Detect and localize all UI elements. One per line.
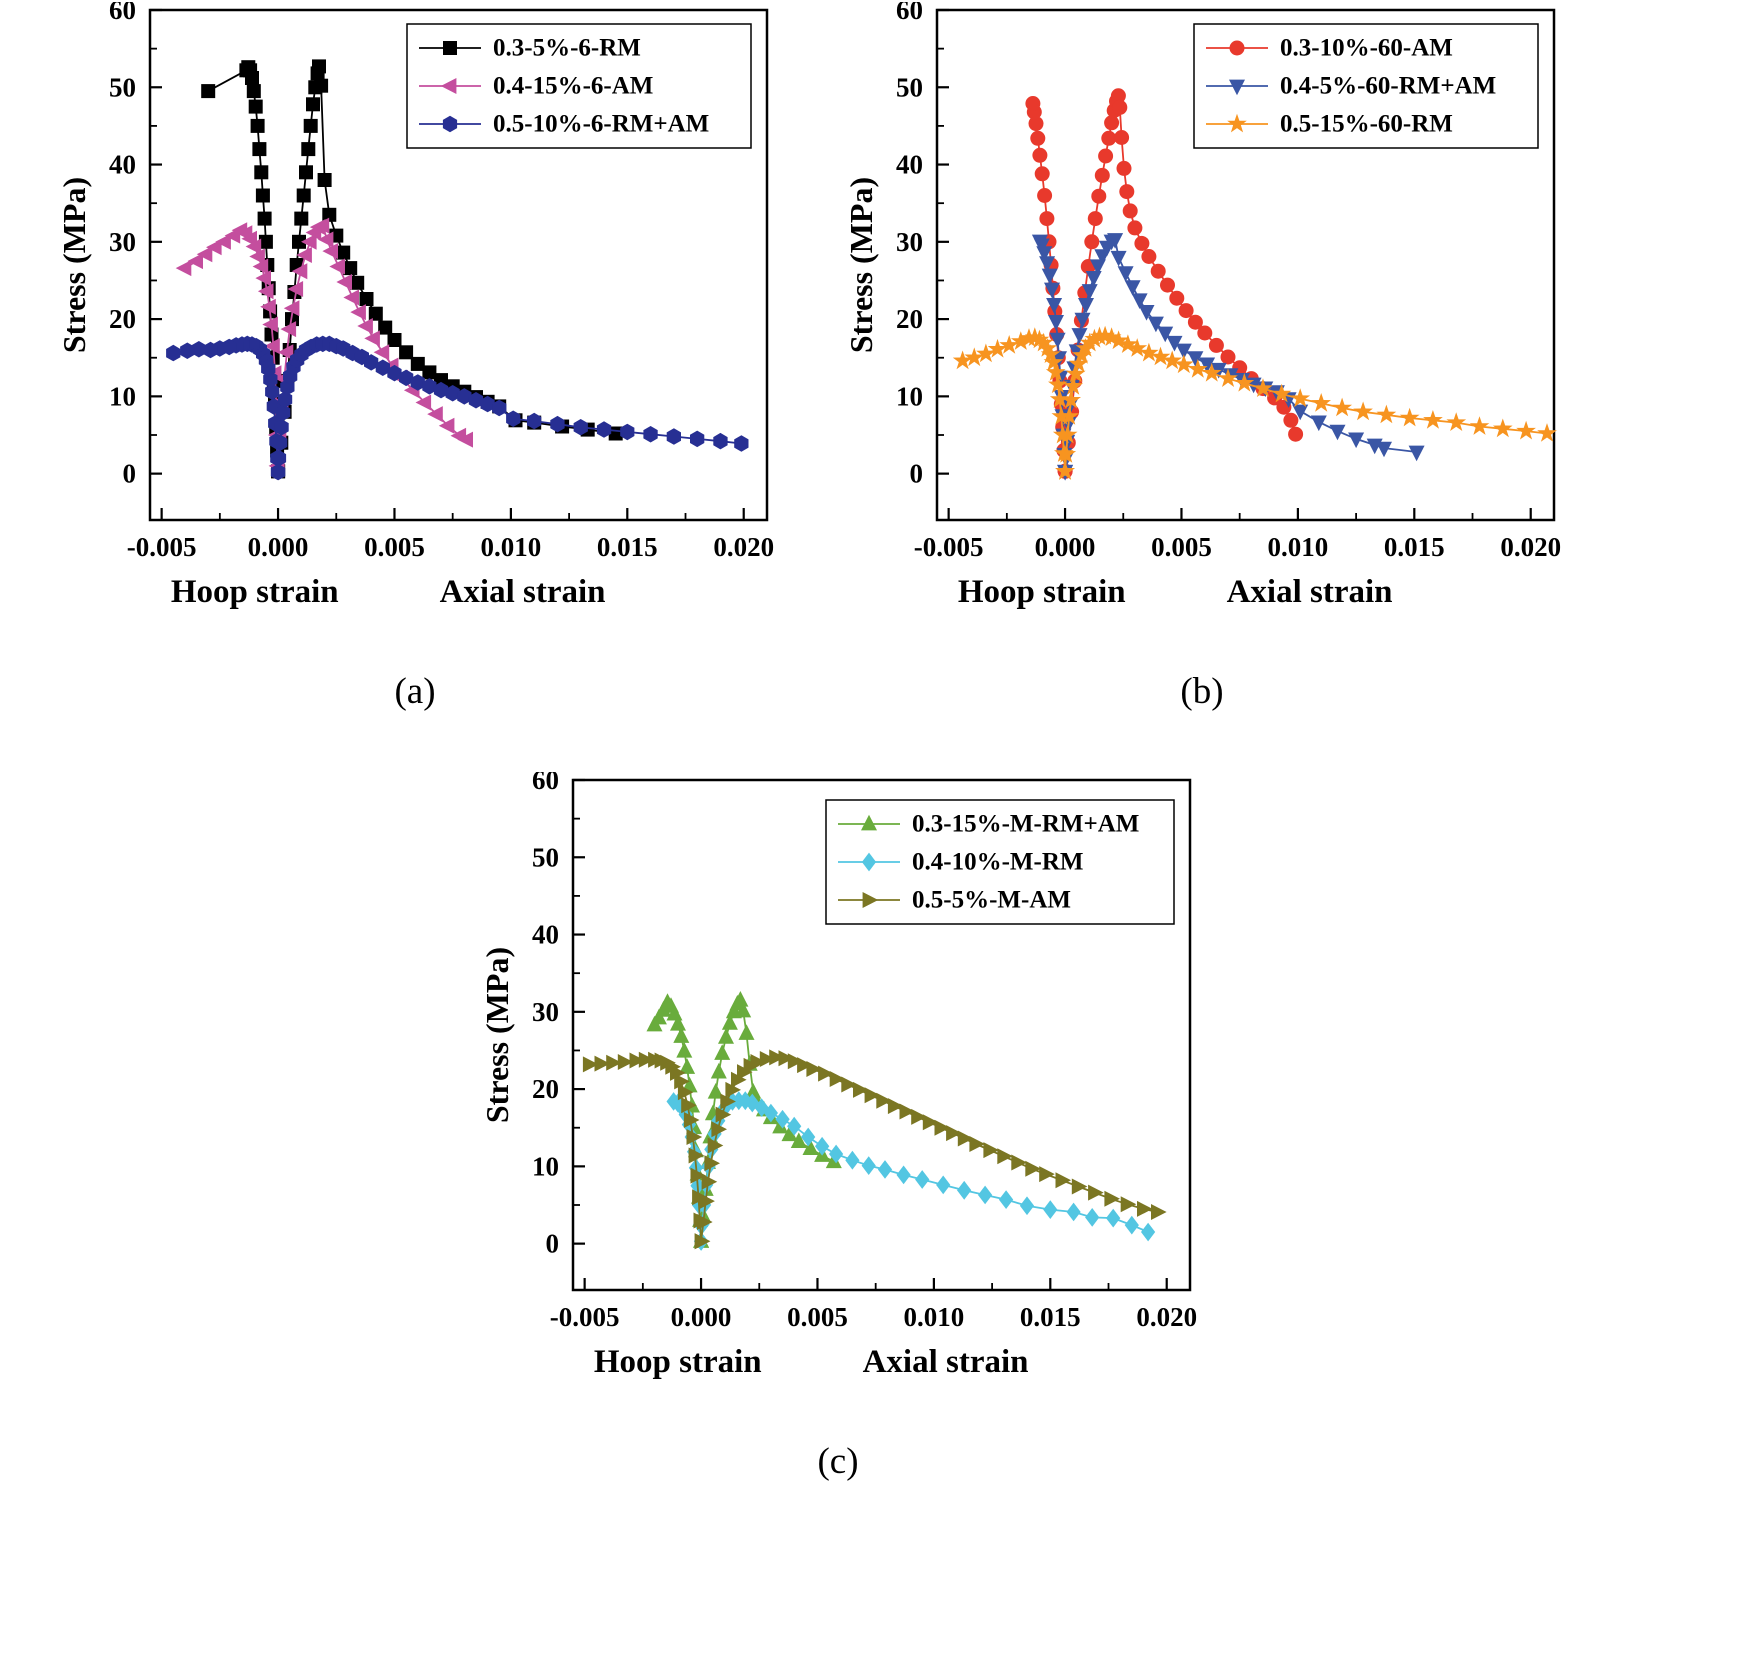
svg-text:Stress (MPa): Stress (MPa) (843, 177, 879, 353)
svg-text:0: 0 (910, 459, 924, 489)
svg-text:30: 30 (896, 227, 923, 257)
svg-text:20: 20 (896, 304, 923, 334)
chart-b: -0.005 0.000 0.005 0.010 0.015 0.020 0 10 20 30 40… (842, 0, 1562, 713)
caption-a: (a) (394, 671, 436, 712)
svg-text:Axial strain: Axial strain (440, 574, 606, 610)
svg-text:-0.005: -0.005 (914, 532, 984, 562)
svg-text:0.3-5%-6-RM: 0.3-5%-6-RM (493, 35, 641, 62)
svg-text:0.5-5%-M-AM: 0.5-5%-M-AM (912, 887, 1071, 914)
svg-text:0.010: 0.010 (904, 1302, 965, 1332)
svg-text:Axial strain: Axial strain (1227, 574, 1393, 610)
svg-text:0: 0 (123, 459, 137, 489)
svg-text:0.010: 0.010 (1268, 532, 1329, 562)
svg-text:Hoop strain: Hoop strain (958, 574, 1126, 610)
svg-text:0.015: 0.015 (597, 532, 658, 562)
svg-text:20: 20 (532, 1074, 559, 1104)
svg-text:0.4-5%-60-RM+AM: 0.4-5%-60-RM+AM (1280, 73, 1496, 100)
svg-text:0.3-10%-60-AM: 0.3-10%-60-AM (1280, 35, 1453, 62)
svg-text:40: 40 (109, 150, 136, 180)
svg-text:0.020: 0.020 (713, 532, 774, 562)
svg-text:40: 40 (532, 920, 559, 950)
svg-text:0.005: 0.005 (364, 532, 425, 562)
svg-text:60: 60 (109, 2, 136, 25)
svg-text:-0.005: -0.005 (550, 1302, 620, 1332)
svg-text:0.015: 0.015 (1384, 532, 1445, 562)
svg-text:0.015: 0.015 (1020, 1302, 1081, 1332)
svg-text:10: 10 (532, 1151, 559, 1181)
svg-text:0.020: 0.020 (1136, 1302, 1197, 1332)
svg-text:0.020: 0.020 (1500, 532, 1561, 562)
svg-text:Hoop strain: Hoop strain (594, 1344, 762, 1380)
svg-text:0.005: 0.005 (1151, 532, 1212, 562)
caption-c: (c) (817, 1441, 859, 1482)
svg-text:Axial strain: Axial strain (863, 1344, 1029, 1380)
svg-text:30: 30 (532, 997, 559, 1027)
chart-svg: -0.005 0.000 0.005 0.010 0.015 0.020 0 10 20 30 40… (843, 0, 1561, 610)
svg-text:60: 60 (532, 772, 559, 795)
svg-text:Hoop strain: Hoop strain (171, 574, 339, 610)
stress-strain-plot-c: -0.005 0.000 0.005 0.010 0.015 0.020 0 10 20 30 40… (478, 765, 1198, 1412)
svg-text:0.000: 0.000 (671, 1302, 732, 1332)
chart-c: -0.005 0.000 0.005 0.010 0.015 0.020 0 10 20 30 40… (478, 765, 1198, 1483)
svg-text:0: 0 (546, 1229, 560, 1259)
chart-svg: -0.005 0.000 0.005 0.010 0.015 0.020 0 10 20 30 40… (479, 765, 1197, 1380)
chart-a: -0.005 0.000 0.005 0.010 0.015 0.020 0 10 20 30 40… (55, 0, 775, 713)
svg-text:10: 10 (896, 381, 923, 411)
svg-text:0.5-10%-6-RM+AM: 0.5-10%-6-RM+AM (493, 111, 709, 138)
svg-text:Stress (MPa): Stress (MPa) (56, 177, 92, 353)
svg-text:50: 50 (109, 72, 136, 102)
svg-text:0.5-15%-60-RM: 0.5-15%-60-RM (1280, 111, 1453, 138)
svg-text:30: 30 (109, 227, 136, 257)
svg-text:Stress (MPa): Stress (MPa) (479, 947, 515, 1123)
svg-text:0.005: 0.005 (787, 1302, 848, 1332)
stress-strain-plot-b: -0.005 0.000 0.005 0.010 0.015 0.020 0 10 20 30 40… (842, 0, 1562, 642)
svg-text:60: 60 (896, 2, 923, 25)
svg-text:0.3-15%-M-RM+AM: 0.3-15%-M-RM+AM (912, 811, 1139, 838)
svg-text:40: 40 (896, 150, 923, 180)
svg-text:0.4-10%-M-RM: 0.4-10%-M-RM (912, 849, 1083, 876)
svg-text:0.4-15%-6-AM: 0.4-15%-6-AM (493, 73, 653, 100)
chart-svg: -0.005 0.000 0.005 0.010 0.015 0.020 0 10 20 30 40… (56, 0, 774, 610)
svg-text:0.010: 0.010 (481, 532, 542, 562)
caption-b: (b) (1180, 671, 1224, 712)
svg-text:50: 50 (896, 72, 923, 102)
svg-text:20: 20 (109, 304, 136, 334)
stress-strain-plot-a: -0.005 0.000 0.005 0.010 0.015 0.020 0 10 20 30 40… (55, 0, 775, 642)
svg-text:0.000: 0.000 (1035, 532, 1096, 562)
svg-text:0.000: 0.000 (248, 532, 309, 562)
svg-text:-0.005: -0.005 (127, 532, 197, 562)
svg-text:10: 10 (109, 381, 136, 411)
svg-text:50: 50 (532, 842, 559, 872)
